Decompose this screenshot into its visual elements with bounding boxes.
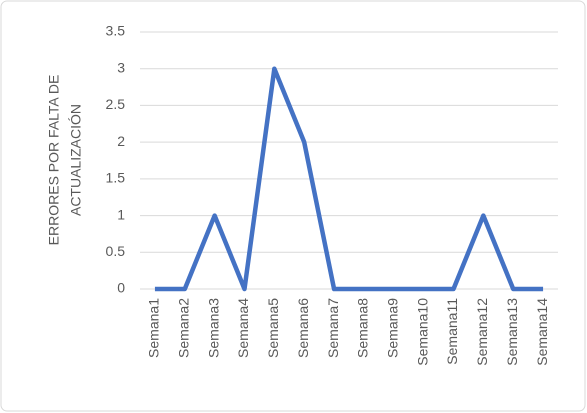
data-line — [154, 66, 544, 292]
x-tick-label: Semana12 — [474, 298, 490, 366]
x-tick-label: Semana8 — [355, 298, 371, 358]
x-tick-label: Semana13 — [504, 298, 520, 366]
x-tick-label: Semana6 — [295, 298, 311, 358]
y-tick-label: 1 — [117, 206, 125, 222]
x-tick-label: Semana2 — [175, 298, 191, 358]
y-tick-label: 0.5 — [106, 243, 126, 259]
x-tick-label: Semana9 — [384, 298, 400, 358]
y-axis-title: ERRORES POR FALTA DE — [46, 75, 62, 246]
y-tick-label: 2 — [117, 133, 125, 149]
x-tick-label: Semana1 — [146, 298, 162, 358]
y-tick-label: 1.5 — [106, 170, 126, 186]
x-tick-label: Semana3 — [205, 298, 221, 358]
y-tick-label: 2.5 — [106, 96, 126, 112]
x-tick-label: Semana4 — [235, 298, 251, 358]
x-tick-label: Semana5 — [265, 298, 281, 358]
x-tick-label: Semana7 — [325, 298, 341, 358]
x-tick-label: Semana11 — [444, 298, 460, 365]
x-tick-label: Semana14 — [534, 298, 550, 366]
y-tick-label: 3.5 — [106, 23, 126, 39]
y-axis-title: ACTUALIZACIÓN — [68, 104, 84, 216]
y-tick-label: 0 — [117, 280, 125, 296]
y-tick-label: 3 — [117, 59, 125, 75]
x-tick-label: Semana10 — [414, 298, 430, 366]
